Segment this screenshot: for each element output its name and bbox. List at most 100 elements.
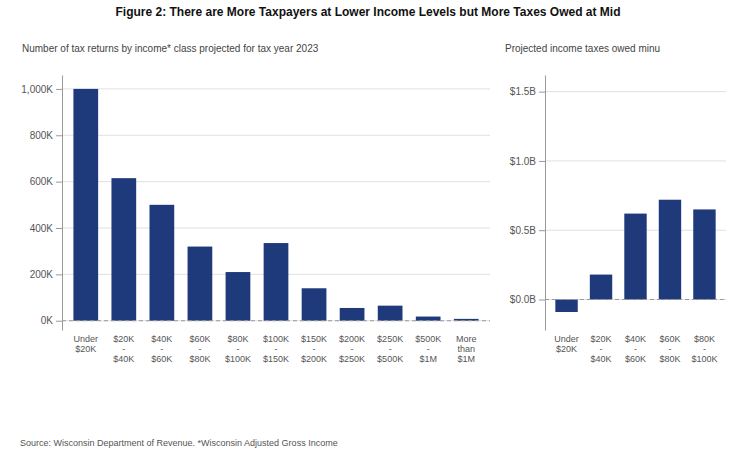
chart-canvas: Figure 2: There are More Taxpayers at Lo… [0,0,736,454]
bar [340,308,365,321]
x-tick-label-line: - [703,344,706,354]
y-tick-mark [56,228,62,229]
zero-line [62,320,490,321]
x-tick-label-line: - [236,344,239,354]
bar [73,89,98,321]
x-tick-label-line: $200K [339,334,365,344]
x-tick-label-line: More [456,334,477,344]
x-tick-label: $100K-$150K [263,334,289,364]
y-tick-label: 200K [30,269,54,280]
x-tick: $200K-$250K [339,330,365,364]
y-tick: 1,000K [21,84,62,95]
y-tick: 200K [30,269,62,280]
grid-line [62,88,490,89]
x-tick: $40K-$60K [151,330,172,364]
x-tick-label-line: $60K [151,354,172,364]
bar [111,178,136,321]
x-tick-label-line: - [600,344,603,354]
y-tick: $0.0B [510,294,545,305]
y-tick-label: 400K [30,223,54,234]
y-axis: $0.0B$0.5B$1.0B$1.5B [510,76,546,331]
y-axis-line [62,76,63,331]
x-tick-label-line: $1M [419,354,437,364]
x-tick-label: $40K-$60K [625,334,646,364]
bar [624,214,646,300]
y-tick-mark [56,321,62,322]
bar [590,275,612,300]
x-tick-label-line: $40K [151,334,172,344]
chart-title: Figure 2: There are More Taxpayers at Lo… [115,5,620,19]
x-tick-label-line: $150K [263,354,289,364]
x-tick-label-line: $60K [659,334,680,344]
grid [545,92,726,300]
x-axis: Under$20K$20K-$40K$40K-$60K$60K-$80K$80K… [74,330,477,364]
source-note: Source: Wisconsin Department of Revenue.… [20,438,338,448]
y-tick: $1.0B [510,156,545,167]
y-tick-mark [539,92,545,93]
x-tick-label-line: $80K [694,334,715,344]
x-tick: Under$20K [74,330,99,354]
zero-line [545,299,726,300]
x-tick-label: $60K-$80K [659,334,680,364]
bar [659,200,681,300]
y-tick-mark [539,161,545,162]
x-tick-label-line: - [198,344,201,354]
grid-line [62,135,490,136]
y-tick-label: $0.0B [510,294,536,305]
x-tick: $20K-$40K [591,330,612,364]
x-tick-label-line: $500K [377,354,403,364]
x-tick: $60K-$80K [659,330,680,364]
x-axis: Under$20K$20K-$40K$40K-$60K$60K-$80K$80K… [554,330,717,364]
x-tick-label-line: - [668,344,671,354]
x-tick: $250K-$500K [377,330,403,364]
y-tick: 0K [41,315,62,326]
y-tick: $1.5B [510,86,545,97]
x-tick: $100K-$150K [263,330,289,364]
grid [62,89,490,321]
bars [555,200,715,312]
x-tick-label: $20K-$40K [591,334,612,364]
x-tick-label-line: $60K [625,354,646,364]
y-tick-mark [539,230,545,231]
chart-0: 0K200K400K600K800K1,000KUnder$20K$20K-$4… [21,76,490,365]
y-tick-label: 800K [30,130,54,141]
bar [693,209,715,299]
x-tick-label-line: - [427,344,430,354]
bar [226,272,251,321]
x-tick-label: Under$20K [74,334,99,354]
x-tick-label-line: - [160,344,163,354]
x-tick-label-line: $40K [591,354,612,364]
x-tick-label-line: $60K [189,334,210,344]
y-tick: 800K [30,130,62,141]
chart-1: $0.0B$0.5B$1.0B$1.5BUnder$20K$20K-$40K$4… [510,76,726,365]
grid-line [545,91,726,92]
y-axis: 0K200K400K600K800K1,000K [21,76,62,331]
x-tick-label-line: $100K [263,334,289,344]
x-tick-label: $40K-$60K [151,334,172,364]
x-tick-label-line: $20K [75,344,96,354]
x-tick-label-line: - [351,344,354,354]
x-tick-label-line: $80K [189,354,210,364]
x-tick-label: $250K-$500K [377,334,403,364]
x-tick: Under$20K [554,330,579,354]
bar [188,247,213,321]
bar [302,288,327,320]
x-tick-label: $500K-$1M [415,334,441,364]
x-tick: $150K-$200K [301,330,327,364]
x-tick: $80K-$100K [691,330,717,364]
x-tick-label-line: $500K [415,334,441,344]
y-tick-mark [56,89,62,90]
x-tick-label-line: $20K [556,344,577,354]
x-tick-label: $80K-$100K [225,334,251,364]
x-tick-label-line: $250K [339,354,365,364]
bars [73,89,478,321]
x-tick-label-line: $200K [301,354,327,364]
x-tick: $60K-$80K [189,330,210,364]
x-tick-label-line: $100K [691,354,717,364]
x-tick-label-line: - [122,344,125,354]
x-tick: Morethan$1M [456,330,477,364]
x-tick-label-line: Under [554,334,579,344]
x-tick-label: $20K-$40K [113,334,134,364]
y-axis-line [545,76,546,331]
x-tick-label-line: - [313,344,316,354]
